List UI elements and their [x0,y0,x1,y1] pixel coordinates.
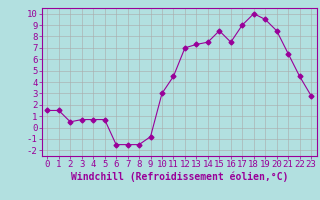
X-axis label: Windchill (Refroidissement éolien,°C): Windchill (Refroidissement éolien,°C) [70,172,288,182]
